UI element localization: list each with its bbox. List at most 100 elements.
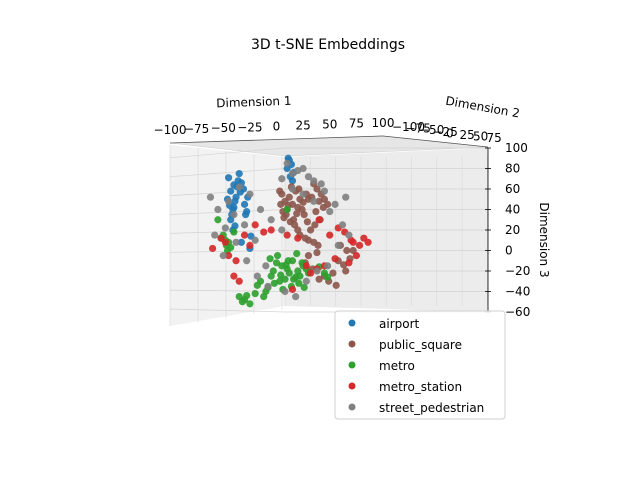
point-airport [224,174,233,182]
z-tick-label: 40 [505,203,520,217]
point-metro_station [221,238,229,246]
z-tick-label: −20 [505,264,530,278]
point-metro_station [349,238,357,246]
legend-label-airport: airport [379,317,420,331]
legend-label-public_square: public_square [379,338,462,352]
grid-line-z-left-7 [169,168,286,178]
point-metro [293,249,301,258]
x-tick-label: −50 [211,121,236,135]
z-tick-label: −40 [505,285,530,299]
point-street_pedestrian [324,262,332,270]
point-metro [230,228,238,236]
point-public_square [329,269,337,277]
point-street_pedestrian [299,190,307,198]
point-public_square [320,195,329,203]
point-public_square [306,226,315,234]
point-street_pedestrian [221,224,229,232]
point-metro_station [240,231,249,239]
point-street_pedestrian [232,238,240,246]
y-tick-label: 50 [473,130,488,144]
point-public_square [315,275,323,283]
x-tick-labels: −100−75 −50 −25 0 25 50 75 100 [154,116,395,137]
point-metro_station [267,226,275,234]
legend-label-street_pedestrian: street_pedestrian [379,401,484,415]
point-public_square [303,218,311,226]
point-metro_station [283,231,291,239]
point-street_pedestrian [281,287,289,296]
grid-line-z-left-8 [169,147,286,159]
point-public_square [299,198,307,206]
point-metro [300,283,308,291]
point-public_square [311,221,319,229]
point-metro [214,216,222,224]
point-street_pedestrian [253,272,261,280]
point-street_pedestrian [304,173,313,181]
point-metro [285,269,293,277]
y-tick-label: 75 [487,131,502,145]
point-airport [237,238,245,246]
point-street_pedestrian [313,267,321,275]
point-street_pedestrian [267,216,275,224]
scatter-points [206,154,372,308]
point-airport [283,164,291,173]
y-tick-label: 25 [460,128,475,142]
y-axis-label: Dimension 2 [444,94,521,121]
point-airport [242,211,250,219]
x-axis-label: Dimension 1 [216,94,292,111]
z-tick-label: −60 [505,305,530,319]
point-public_square [313,185,321,193]
point-street_pedestrian [264,282,272,290]
legend-marker-street_pedestrian [348,403,356,411]
grid-line-z-left-0 [169,308,286,313]
point-street_pedestrian [262,262,270,270]
point-metro_station [232,257,240,265]
x-tick-label: 25 [295,119,310,133]
point-metro_station [315,216,323,224]
z-tick-label: 100 [505,141,528,155]
point-metro [272,259,281,267]
point-street_pedestrian [331,200,339,208]
point-metro [273,252,282,260]
point-metro [269,267,277,275]
point-public_square [304,252,313,260]
z-tick-label: 0 [505,244,513,258]
point-metro_station [345,259,353,267]
point-street_pedestrian [278,226,286,234]
point-street_pedestrian [334,241,342,249]
legend-marker-metro [348,361,356,369]
point-street_pedestrian [206,193,215,201]
point-public_square [294,226,302,234]
point-street_pedestrian [246,190,254,198]
legend-marker-airport [348,319,356,327]
chart-title: 3D t-SNE Embeddings [251,37,405,53]
legend-label-metro: metro [379,359,415,373]
point-metro [283,205,291,214]
point-public_square [300,211,308,219]
point-street_pedestrian [338,221,347,229]
point-metro_station [306,269,315,277]
legend-label-metro_station: metro_station [379,380,462,394]
point-metro_station [288,285,297,294]
point-street_pedestrian [317,180,325,188]
point-public_square [342,267,350,275]
y-tick-label: 0 [446,126,454,140]
point-public_square [276,187,284,195]
point-street_pedestrian [211,231,219,239]
x-tick-label: −25 [237,120,262,134]
point-metro [235,293,243,301]
point-airport [227,187,235,195]
point-airport [227,216,235,224]
point-street_pedestrian [219,252,227,260]
grid-line-z-left-5 [169,209,286,215]
point-public_square [285,193,293,201]
point-metro [238,298,247,306]
point-metro [324,273,332,281]
point-public_square [313,248,321,257]
y-tick-label: −100 [392,120,425,134]
point-metro [260,293,268,301]
x-tick-label: −75 [184,122,209,136]
point-street_pedestrian [214,205,222,214]
point-metro [295,279,303,287]
x-tick-label: −100 [154,123,187,137]
